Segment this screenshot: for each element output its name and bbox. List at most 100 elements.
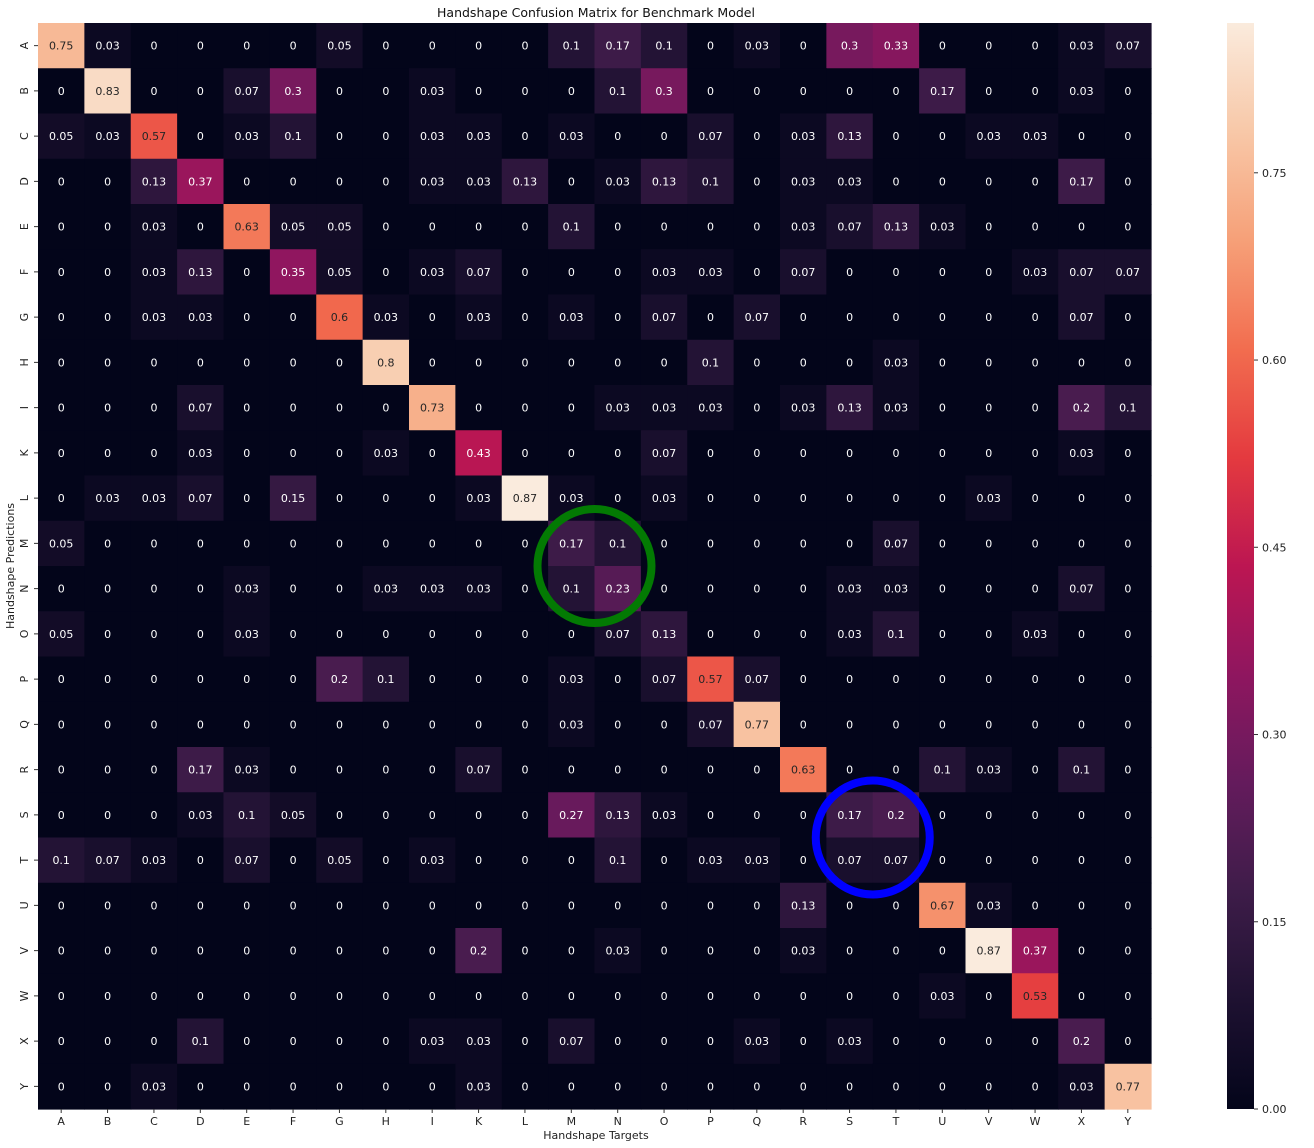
heatmap-cell	[872, 385, 920, 431]
heatmap-cell	[919, 249, 967, 296]
cell-value-label: 0	[661, 899, 668, 912]
heatmap-cell	[1104, 23, 1152, 69]
cell-value-label: 0	[104, 899, 111, 912]
cell-value-label: 0	[568, 945, 575, 958]
heatmap-cell	[640, 701, 688, 748]
cell-value-label: 0	[382, 537, 389, 550]
cell-value-label: 0.05	[327, 221, 352, 234]
heatmap-cell	[38, 928, 85, 974]
heatmap-cell	[501, 339, 549, 386]
cell-value-label: 0	[614, 130, 621, 143]
heatmap-cell	[177, 475, 225, 522]
heatmap-cell	[177, 385, 225, 431]
cell-value-label: 0.07	[837, 854, 862, 867]
cell-value-label: 0.03	[234, 628, 259, 641]
cell-value-label: 0	[197, 990, 204, 1003]
cell-value-label: 0	[243, 311, 250, 324]
cell-value-label: 0	[800, 1035, 807, 1048]
heatmap-cell	[177, 294, 225, 341]
y-tick-label: G	[18, 313, 31, 322]
heatmap-cell	[1104, 113, 1152, 160]
cell-value-label: 0	[892, 175, 899, 188]
heatmap-cell	[548, 249, 596, 296]
heatmap-cell	[780, 701, 827, 748]
cell-value-label: 0	[382, 402, 389, 415]
cell-value-label: 0	[336, 356, 343, 369]
cell-value-label: 0	[290, 402, 297, 415]
heatmap-cell	[409, 249, 456, 296]
cell-value-label: 0.03	[884, 402, 909, 415]
cell-value-label: 0	[382, 945, 389, 958]
heatmap-cell	[501, 158, 549, 205]
cell-value-label: 0	[197, 628, 204, 641]
cell-value-label: 0	[150, 447, 157, 460]
cell-value-label: 0.03	[652, 809, 677, 822]
cell-value-label: 0.03	[234, 764, 259, 777]
cell-value-label: 0	[939, 945, 946, 958]
cell-value-label: 0	[985, 1080, 992, 1093]
cell-value-label: 0	[846, 311, 853, 324]
heatmap-cell	[455, 837, 503, 884]
y-tick-label: X	[18, 1037, 31, 1045]
y-tick-label: F	[18, 269, 31, 275]
heatmap-cell	[269, 882, 317, 929]
heatmap-cell	[640, 158, 688, 205]
cell-value-label: 0	[382, 40, 389, 53]
cell-value-label: 0	[800, 990, 807, 1003]
cell-value-label: 0.03	[142, 492, 167, 505]
cell-value-label: 0	[1078, 945, 1085, 958]
heatmap-cell	[1104, 792, 1152, 839]
colorbar-tick-label: 0.45	[1262, 541, 1287, 554]
cell-value-label: 0	[753, 537, 760, 550]
cell-value-label: 0	[290, 583, 297, 596]
heatmap-cell	[826, 385, 874, 431]
cell-value-label: 0	[382, 1080, 389, 1093]
cell-value-label: 0.8	[377, 356, 395, 369]
cell-value-label: 0.2	[887, 809, 905, 822]
heatmap-cell	[1058, 23, 1106, 69]
heatmap-cell	[38, 792, 85, 839]
heatmap-cell	[38, 1063, 85, 1110]
cell-value-label: 0	[429, 809, 436, 822]
cell-value-label: 0	[707, 899, 714, 912]
heatmap-cell	[1011, 339, 1059, 386]
heatmap-cell	[362, 1063, 410, 1110]
heatmap-cell	[594, 1063, 642, 1110]
heatmap-cell	[965, 1018, 1013, 1065]
x-tick-label: T	[892, 1115, 900, 1128]
cell-value-label: 0	[800, 85, 807, 98]
cell-value-label: 0	[429, 40, 436, 53]
cell-value-label: 0.07	[188, 402, 213, 415]
heatmap-cell	[640, 611, 688, 658]
cell-value-label: 0	[707, 1080, 714, 1093]
cell-value-label: 0	[614, 1080, 621, 1093]
heatmap-cell	[269, 294, 317, 341]
cell-value-label: 0	[985, 809, 992, 822]
cell-value-label: 0	[1124, 809, 1131, 822]
heatmap-cell	[177, 837, 225, 884]
heatmap-cell	[733, 611, 781, 658]
heatmap-cell	[38, 1018, 85, 1065]
cell-value-label: 0	[707, 221, 714, 234]
cell-value-label: 0	[150, 718, 157, 731]
heatmap-cell	[269, 158, 317, 205]
cell-value-label: 0	[429, 492, 436, 505]
heatmap-cell	[640, 973, 688, 1020]
cell-value-label: 0.03	[791, 175, 816, 188]
cell-value-label: 0.17	[837, 809, 862, 822]
cell-value-label: 0	[58, 809, 65, 822]
cell-value-label: 0	[939, 718, 946, 731]
cell-value-label: 0	[661, 130, 668, 143]
cell-value-label: 0.05	[49, 130, 74, 143]
cell-value-label: 0	[614, 266, 621, 279]
heatmap-cell	[1104, 204, 1152, 250]
x-tick-label: O	[660, 1115, 669, 1128]
heatmap-cell	[733, 520, 781, 567]
cell-value-label: 0	[150, 537, 157, 550]
cell-value-label: 0	[753, 85, 760, 98]
cell-value-label: 0.07	[1069, 266, 1094, 279]
heatmap-cell	[269, 1063, 317, 1110]
heatmap-cell	[826, 204, 874, 250]
heatmap-cell	[316, 611, 364, 658]
cell-value-label: 0	[985, 221, 992, 234]
